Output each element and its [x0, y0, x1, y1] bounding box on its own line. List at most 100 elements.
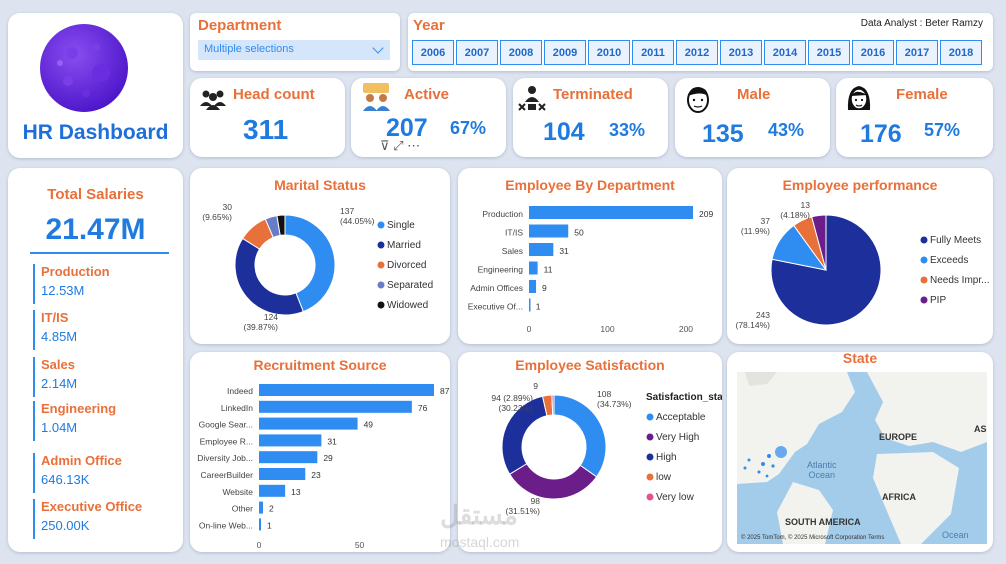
x-tick-label: 50	[355, 540, 365, 550]
legend-item: Very low	[656, 492, 695, 503]
bar-value-label: 2	[269, 504, 274, 514]
data-label: 37 (11.9%)	[741, 216, 770, 236]
marital-donut-svg: 137 (44.05%) 124 (39.87%) 30 (9.65%) Single Mar…	[202, 202, 433, 332]
bar[interactable]	[259, 384, 434, 396]
slice-very-low[interactable]	[551, 394, 555, 416]
bar[interactable]	[529, 298, 531, 312]
year-button[interactable]: 2018	[940, 40, 982, 65]
bar[interactable]	[259, 400, 412, 413]
category-label: Sales	[502, 246, 523, 256]
bar[interactable]	[259, 484, 286, 497]
bar-value-label: 87	[440, 386, 450, 396]
bar[interactable]	[529, 206, 693, 219]
legend-title: Satisfaction_sta...	[646, 392, 722, 403]
data-label: 124 (39.87%)	[244, 312, 279, 332]
dashboard-title: HR Dashboard	[22, 121, 169, 144]
bar[interactable]	[259, 417, 358, 430]
map-bubble[interactable]	[747, 458, 751, 462]
year-button[interactable]: 2010	[588, 40, 630, 65]
recruitment-bars-svg: 0 50 Indeed 87 LinkedIn 76 Google Sear... 49 Emp…	[197, 384, 450, 550]
year-button[interactable]: 2014	[764, 40, 806, 65]
slice-very-high[interactable]	[508, 463, 598, 500]
legend-item: Divorced	[387, 260, 426, 271]
map-label-asia: AS	[974, 424, 987, 434]
map-bubble[interactable]	[761, 462, 765, 466]
kpi-female: Female 176 57%	[836, 78, 993, 157]
legend-item: Acceptable	[656, 412, 706, 423]
slice-married[interactable]	[234, 237, 304, 316]
salaries-card: Total Salaries 21.47M Production 12.53M …	[8, 168, 183, 552]
chart-title: Marital Status	[274, 177, 366, 193]
people-group-icon	[200, 90, 226, 110]
map-label-atlantic: Atlantic Ocean	[807, 460, 837, 480]
visual-header-tools[interactable]: ⊽ ⤢ ⋯	[380, 138, 421, 153]
analyst-credit: Data Analyst : Beter Ramzy	[860, 18, 983, 29]
map-bubble[interactable]	[757, 470, 761, 474]
year-button[interactable]: 2017	[896, 40, 938, 65]
legend-marker	[646, 473, 654, 481]
year-button[interactable]: 2011	[632, 40, 674, 65]
slice-widowed[interactable]	[276, 214, 286, 236]
bar-value-label: 209	[699, 209, 713, 219]
data-label: 30 (9.65%)	[202, 202, 232, 222]
salary-item: Admin Office 646.13K	[33, 453, 122, 493]
department-dropdown[interactable]: Multiple selections	[198, 40, 390, 60]
slice-single[interactable]	[284, 214, 336, 313]
slice-pip[interactable]	[811, 214, 827, 271]
category-label: Admin Offices	[470, 283, 523, 293]
bar[interactable]	[529, 224, 569, 238]
map-bubble[interactable]	[771, 464, 775, 468]
kpi-terminated: Terminated 104 33%	[513, 78, 668, 157]
map-label-ocean: Ocean	[942, 530, 969, 540]
satisfaction-donut-chart: Employee Satisfaction 108 (34.73%) 98 (31.5…	[458, 352, 722, 552]
headcount-label: Head count	[233, 86, 315, 103]
bar[interactable]	[259, 451, 318, 464]
headcount-value: 311	[243, 114, 289, 145]
salary-dept-name: Admin Office	[41, 453, 122, 468]
map-bubble[interactable]	[775, 446, 787, 458]
salary-dept-value: 1.04M	[41, 420, 78, 435]
year-button[interactable]: 2016	[852, 40, 894, 65]
salary-dept-name: Executive Office	[41, 499, 143, 514]
world-map[interactable]: EUROPE AFRICA SOUTH AMERICA AS Atlantic …	[737, 372, 987, 544]
salaries-title: Total Salaries	[47, 186, 144, 203]
data-label: 137 (44.05%)	[340, 206, 375, 226]
year-button[interactable]: 2012	[676, 40, 718, 65]
year-button[interactable]: 2013	[720, 40, 762, 65]
category-label: Employee R...	[200, 436, 253, 446]
department-bars-svg: 0 100 200 Production 209 IT/IS 50 Sales 31 Engine…	[468, 206, 713, 334]
data-label: 243 (78.14%)	[736, 310, 771, 330]
chart-title: Employee By Department	[505, 177, 675, 193]
active-employees-icon	[363, 83, 390, 111]
state-map-card: State EUROPE AFRICA SOUTH AMERICA AS Atl…	[727, 352, 993, 552]
bar[interactable]	[529, 261, 538, 275]
satisfaction-donut-svg: 108 (34.73%) 98 (31.51%) 94 (2.89%) (30.23%)9…	[491, 381, 722, 516]
year-button[interactable]: 2007	[456, 40, 498, 65]
legend-marker	[920, 276, 928, 284]
terminated-pct: 33%	[609, 120, 646, 140]
bar[interactable]	[259, 518, 262, 531]
category-label: Website	[222, 487, 253, 497]
legend-item: PIP	[930, 295, 946, 306]
bar[interactable]	[529, 243, 554, 256]
bar[interactable]	[259, 434, 322, 447]
bar[interactable]	[529, 280, 537, 293]
category-label: CareerBuilder	[201, 470, 254, 480]
female-value: 176	[860, 120, 902, 148]
bar[interactable]	[259, 501, 264, 514]
year-button[interactable]: 2015	[808, 40, 850, 65]
bar[interactable]	[259, 468, 306, 480]
bar-value-label: 23	[311, 470, 321, 480]
map-attribution: © 2025 TomTom, © 2025 Microsoft Corporat…	[741, 535, 885, 541]
map-bubble[interactable]	[765, 474, 769, 478]
year-button[interactable]: 2009	[544, 40, 586, 65]
salary-dept-name: Production	[41, 264, 110, 279]
male-value: 135	[702, 120, 744, 148]
map-bubble[interactable]	[767, 454, 771, 458]
year-button[interactable]: 2006	[412, 40, 454, 65]
legend-marker	[377, 241, 385, 249]
year-button[interactable]: 2008	[500, 40, 542, 65]
moon-logo-icon	[40, 24, 128, 112]
chart-title: Employee Satisfaction	[515, 357, 665, 373]
map-bubble[interactable]	[743, 466, 747, 470]
